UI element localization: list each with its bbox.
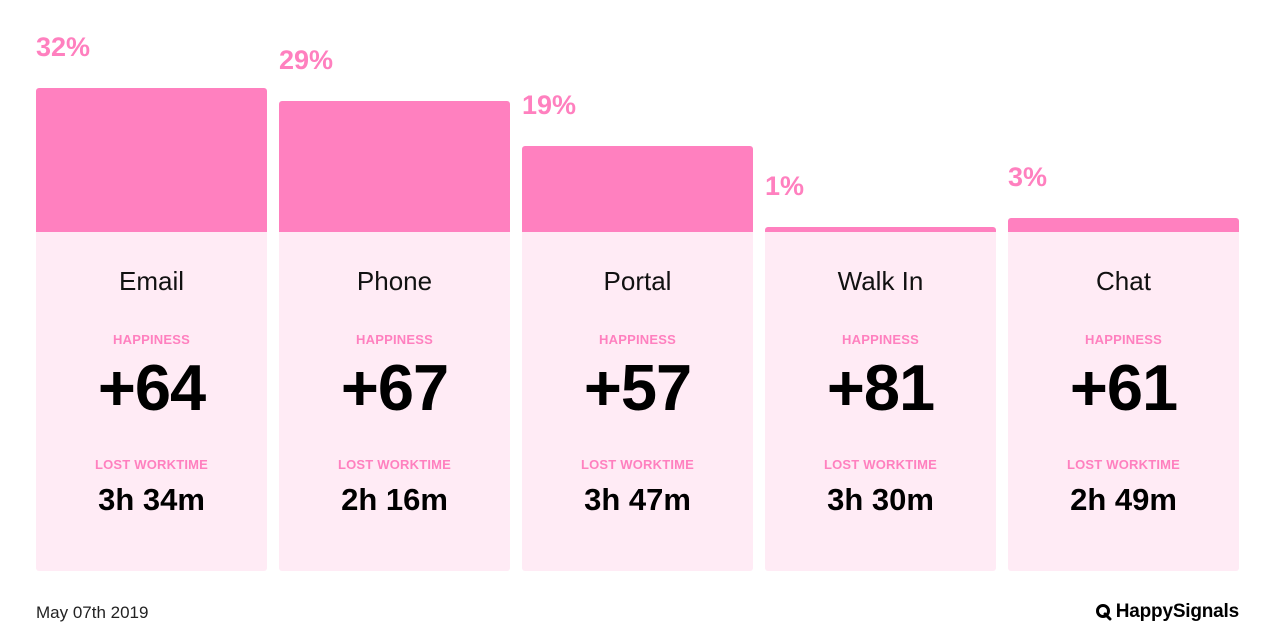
lost-worktime-value: 3h 47m	[584, 482, 691, 517]
bar	[522, 146, 753, 232]
lost-worktime-label: LOST WORKTIME	[94, 457, 209, 472]
channel-column: 3% Chat HAPPINESS +61 LOST WORKTIME 2h 49m	[1008, 0, 1239, 641]
happiness-score: +61	[1069, 351, 1178, 424]
happiness-score: +57	[583, 351, 692, 424]
lost-worktime-label: LOST WORKTIME	[1066, 457, 1181, 472]
channel-name: Email	[118, 266, 184, 296]
lost-worktime-label: LOST WORKTIME	[823, 457, 938, 472]
happiness-label: HAPPINESS	[113, 332, 190, 347]
happiness-label: HAPPINESS	[842, 332, 919, 347]
channel-name: Walk In	[837, 266, 924, 296]
bar	[1008, 218, 1239, 232]
brand-logo: HappySignals	[1095, 601, 1239, 623]
lost-worktime-label: LOST WORKTIME	[337, 457, 452, 472]
happiness-score: +81	[826, 351, 935, 424]
bar-value-label: 32%	[36, 32, 91, 62]
channel-card: Portal HAPPINESS +57 LOST WORKTIME 3h 47m	[522, 232, 753, 571]
channel-column: 29% Phone HAPPINESS +67 LOST WORKTIME 2h 16m	[279, 0, 510, 641]
bar-value-label: 29%	[279, 45, 334, 75]
bar-value-label: 1%	[765, 171, 805, 201]
bar-value-label: 19%	[522, 90, 577, 120]
channel-column: 32% Email HAPPINESS +64 LOST WORKTIME 3h 34m	[36, 0, 267, 641]
happiness-label: HAPPINESS	[1085, 332, 1162, 347]
channel-name: Phone	[356, 266, 433, 296]
bar-value-label: 3%	[1008, 162, 1048, 192]
lost-worktime-value: 3h 30m	[827, 482, 934, 517]
happysignals-logo-icon	[1095, 604, 1112, 621]
lost-worktime-value: 3h 34m	[98, 482, 205, 517]
channel-card: Phone HAPPINESS +67 LOST WORKTIME 2h 16m	[279, 232, 510, 571]
channel-column: 19% Portal HAPPINESS +57 LOST WORKTIME 3h 47m	[522, 0, 753, 641]
channel-name: Chat	[1096, 266, 1151, 296]
channel-column: 1% Walk In HAPPINESS +81 LOST WORKTIME 3h 30m	[765, 0, 996, 641]
happiness-score: +67	[340, 351, 449, 424]
channel-name: Portal	[603, 266, 672, 296]
bar	[279, 101, 510, 232]
bar	[36, 88, 267, 232]
lost-worktime-value: 2h 16m	[341, 482, 448, 517]
brand-name: HappySignals	[1115, 601, 1239, 622]
lost-worktime-label: LOST WORKTIME	[580, 457, 695, 472]
report-date: May 07th 2019	[36, 603, 149, 622]
happiness-label: HAPPINESS	[599, 332, 676, 347]
channel-card: Walk In HAPPINESS +81 LOST WORKTIME 3h 30m	[765, 232, 996, 571]
bar	[765, 227, 996, 232]
channel-card: Chat HAPPINESS +61 LOST WORKTIME 2h 49m	[1008, 232, 1239, 571]
happiness-label: HAPPINESS	[356, 332, 433, 347]
channel-card: Email HAPPINESS +64 LOST WORKTIME 3h 34m	[36, 232, 267, 571]
happiness-score: +64	[97, 351, 206, 424]
lost-worktime-value: 2h 49m	[1070, 482, 1177, 517]
